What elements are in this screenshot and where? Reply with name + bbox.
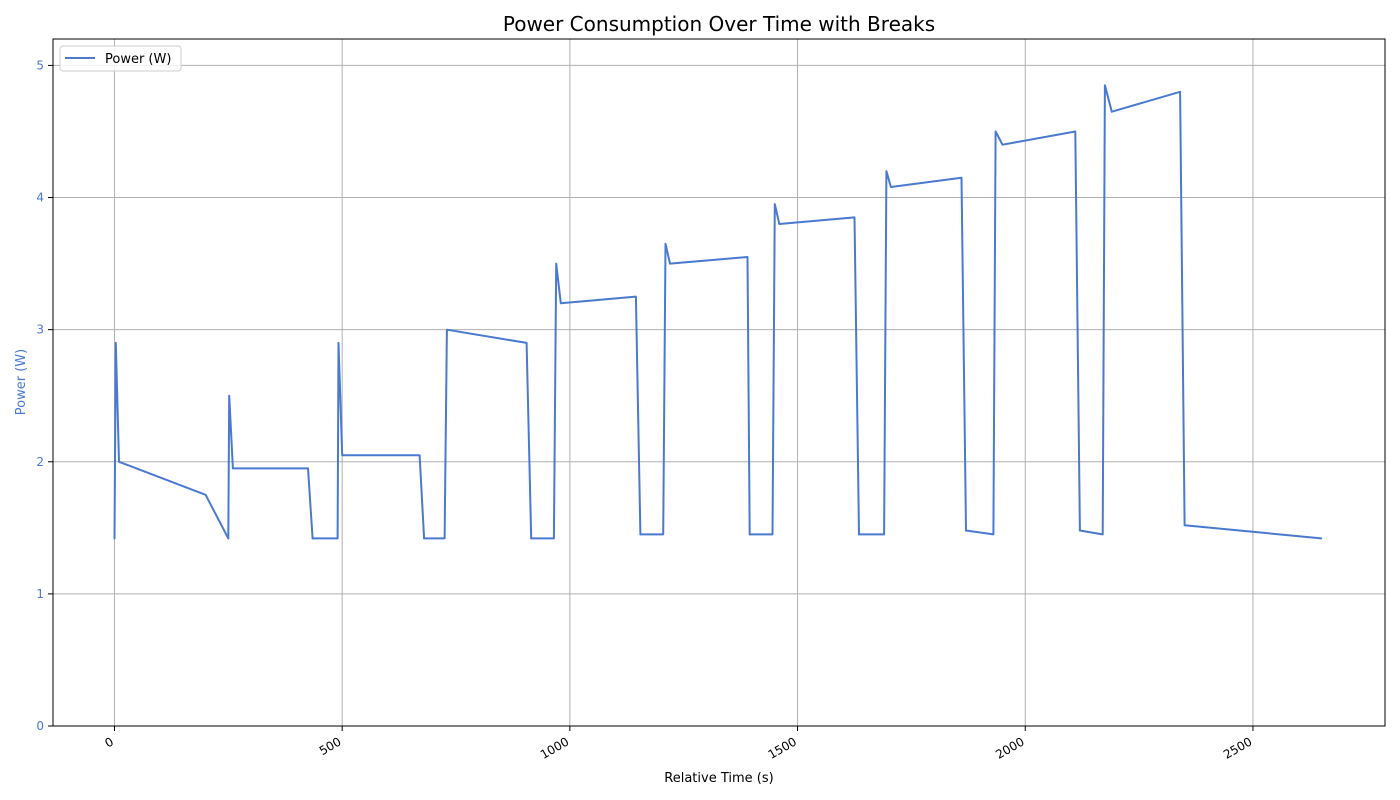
y-tick-label: 4 [36,191,44,205]
series-line-segment [530,262,642,540]
y-tick-label: 2 [36,455,44,469]
legend-box [59,45,182,72]
legend: Power (W) [59,45,182,72]
series-line-segment [113,341,230,540]
series-line-segment [639,242,751,536]
series-line-segment [858,170,967,536]
chart-title: Power Consumption Over Time with Breaks [503,12,935,36]
legend-label: Power (W) [105,52,171,67]
series-line-segment [227,394,314,540]
y-tick-label: 0 [36,719,44,733]
y-tick-label: 5 [36,58,44,72]
y-tick-label: 1 [36,587,44,601]
series-line-segment [965,130,1081,536]
series-line-segment [423,328,533,540]
y-tick-label: 3 [36,323,44,337]
series-layer [113,84,1323,540]
y-axis-ticks: 0 1 2 3 4 5 [36,58,53,733]
x-axis-label: Relative Time (s) [664,771,773,786]
series-line-segment [311,341,426,540]
series-line-segment [748,203,860,536]
plot-frame [52,38,1386,727]
series-line-segment [1078,84,1323,540]
y-axis-label: Power (W) [14,349,29,415]
